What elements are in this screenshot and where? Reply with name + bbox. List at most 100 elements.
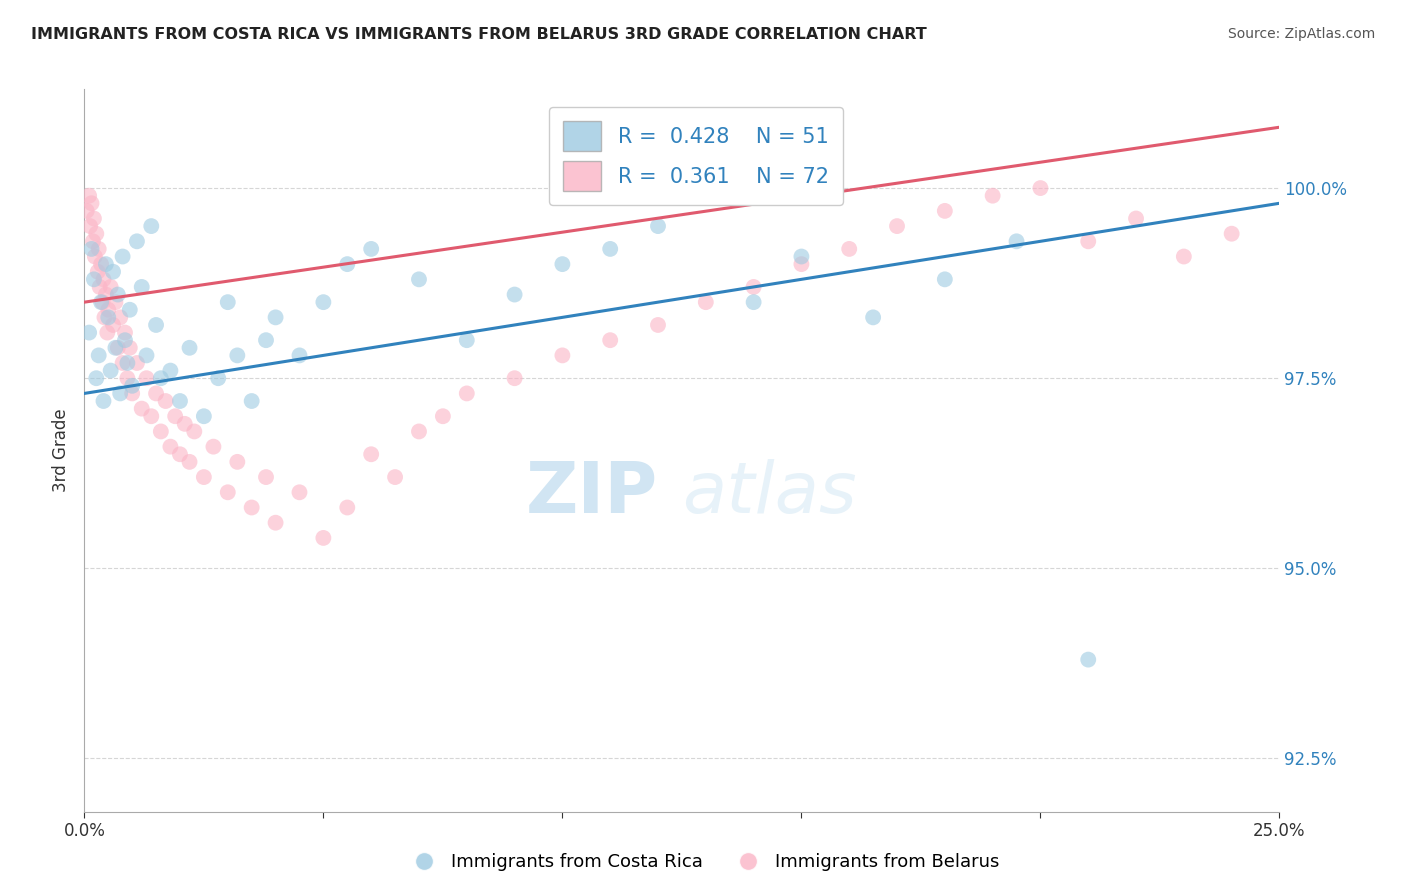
Point [838,242,860,256]
Point [104,341,127,355]
Legend: Immigrants from Costa Rica, Immigrants from Belarus: Immigrants from Costa Rica, Immigrants f… [399,847,1007,879]
Point [110,310,132,325]
Point [226,348,249,362]
Point [742,295,765,310]
Point [202,440,225,454]
Point [886,219,908,233]
Text: Source: ZipAtlas.com: Source: ZipAtlas.com [1227,27,1375,41]
Point [862,310,884,325]
Point [456,333,478,347]
Point [169,394,191,409]
Point [86,371,108,385]
Point [121,386,143,401]
Point [76,203,98,218]
Point [82,235,104,249]
Point [100,363,122,377]
Point [77,326,100,340]
Point [360,242,382,256]
Point [93,272,115,286]
Point [94,287,117,301]
Point [551,257,574,271]
Point [1220,227,1243,241]
Point [503,287,526,301]
Point [934,203,956,218]
Point [77,188,100,202]
Point [155,394,177,409]
Point [1077,652,1099,666]
Point [90,257,112,271]
Text: atlas: atlas [682,459,856,528]
Legend: R =  0.428    N = 51, R =  0.361    N = 72: R = 0.428 N = 51, R = 0.361 N = 72 [548,107,844,205]
Point [193,409,215,424]
Point [790,250,813,264]
Point [179,341,201,355]
Point [87,242,110,256]
Point [83,250,105,264]
Point [254,470,277,484]
Point [93,310,115,325]
Point [217,295,239,310]
Point [125,235,148,249]
Point [91,295,114,310]
Point [179,455,201,469]
Point [1077,235,1099,249]
Point [145,318,167,332]
Point [384,470,406,484]
Point [94,257,117,271]
Point [169,447,191,461]
Point [165,409,187,424]
Point [336,257,359,271]
Point [432,409,454,424]
Point [599,242,621,256]
Point [408,425,430,439]
Point [145,386,167,401]
Point [1125,211,1147,226]
Point [118,302,141,317]
Point [149,371,172,385]
Point [131,401,153,416]
Point [101,265,124,279]
Point [141,409,163,424]
Point [117,371,139,385]
Point [101,318,124,332]
Point [107,287,129,301]
Point [90,295,112,310]
Point [97,302,120,317]
Point [118,341,141,355]
Point [742,280,765,294]
Point [114,326,136,340]
Point [217,485,239,500]
Point [87,265,110,279]
Point [408,272,430,286]
Point [121,379,143,393]
Point [360,447,382,461]
Point [131,280,153,294]
Point [149,425,172,439]
Point [551,348,574,362]
Point [647,318,669,332]
Point [1005,235,1028,249]
Point [100,280,122,294]
Point [288,348,311,362]
Point [107,341,129,355]
Point [87,348,110,362]
Point [503,371,526,385]
Y-axis label: 3rd Grade: 3rd Grade [52,409,70,492]
Point [125,356,148,370]
Point [80,196,103,211]
Point [934,272,956,286]
Point [159,363,181,377]
Point [104,295,127,310]
Point [97,310,120,325]
Point [89,280,111,294]
Point [159,440,181,454]
Point [981,188,1004,202]
Point [96,326,118,340]
Text: IMMIGRANTS FROM COSTA RICA VS IMMIGRANTS FROM BELARUS 3RD GRADE CORRELATION CHAR: IMMIGRANTS FROM COSTA RICA VS IMMIGRANTS… [31,27,927,42]
Point [647,219,669,233]
Point [193,470,215,484]
Point [135,371,157,385]
Point [288,485,311,500]
Point [1173,250,1195,264]
Point [240,394,263,409]
